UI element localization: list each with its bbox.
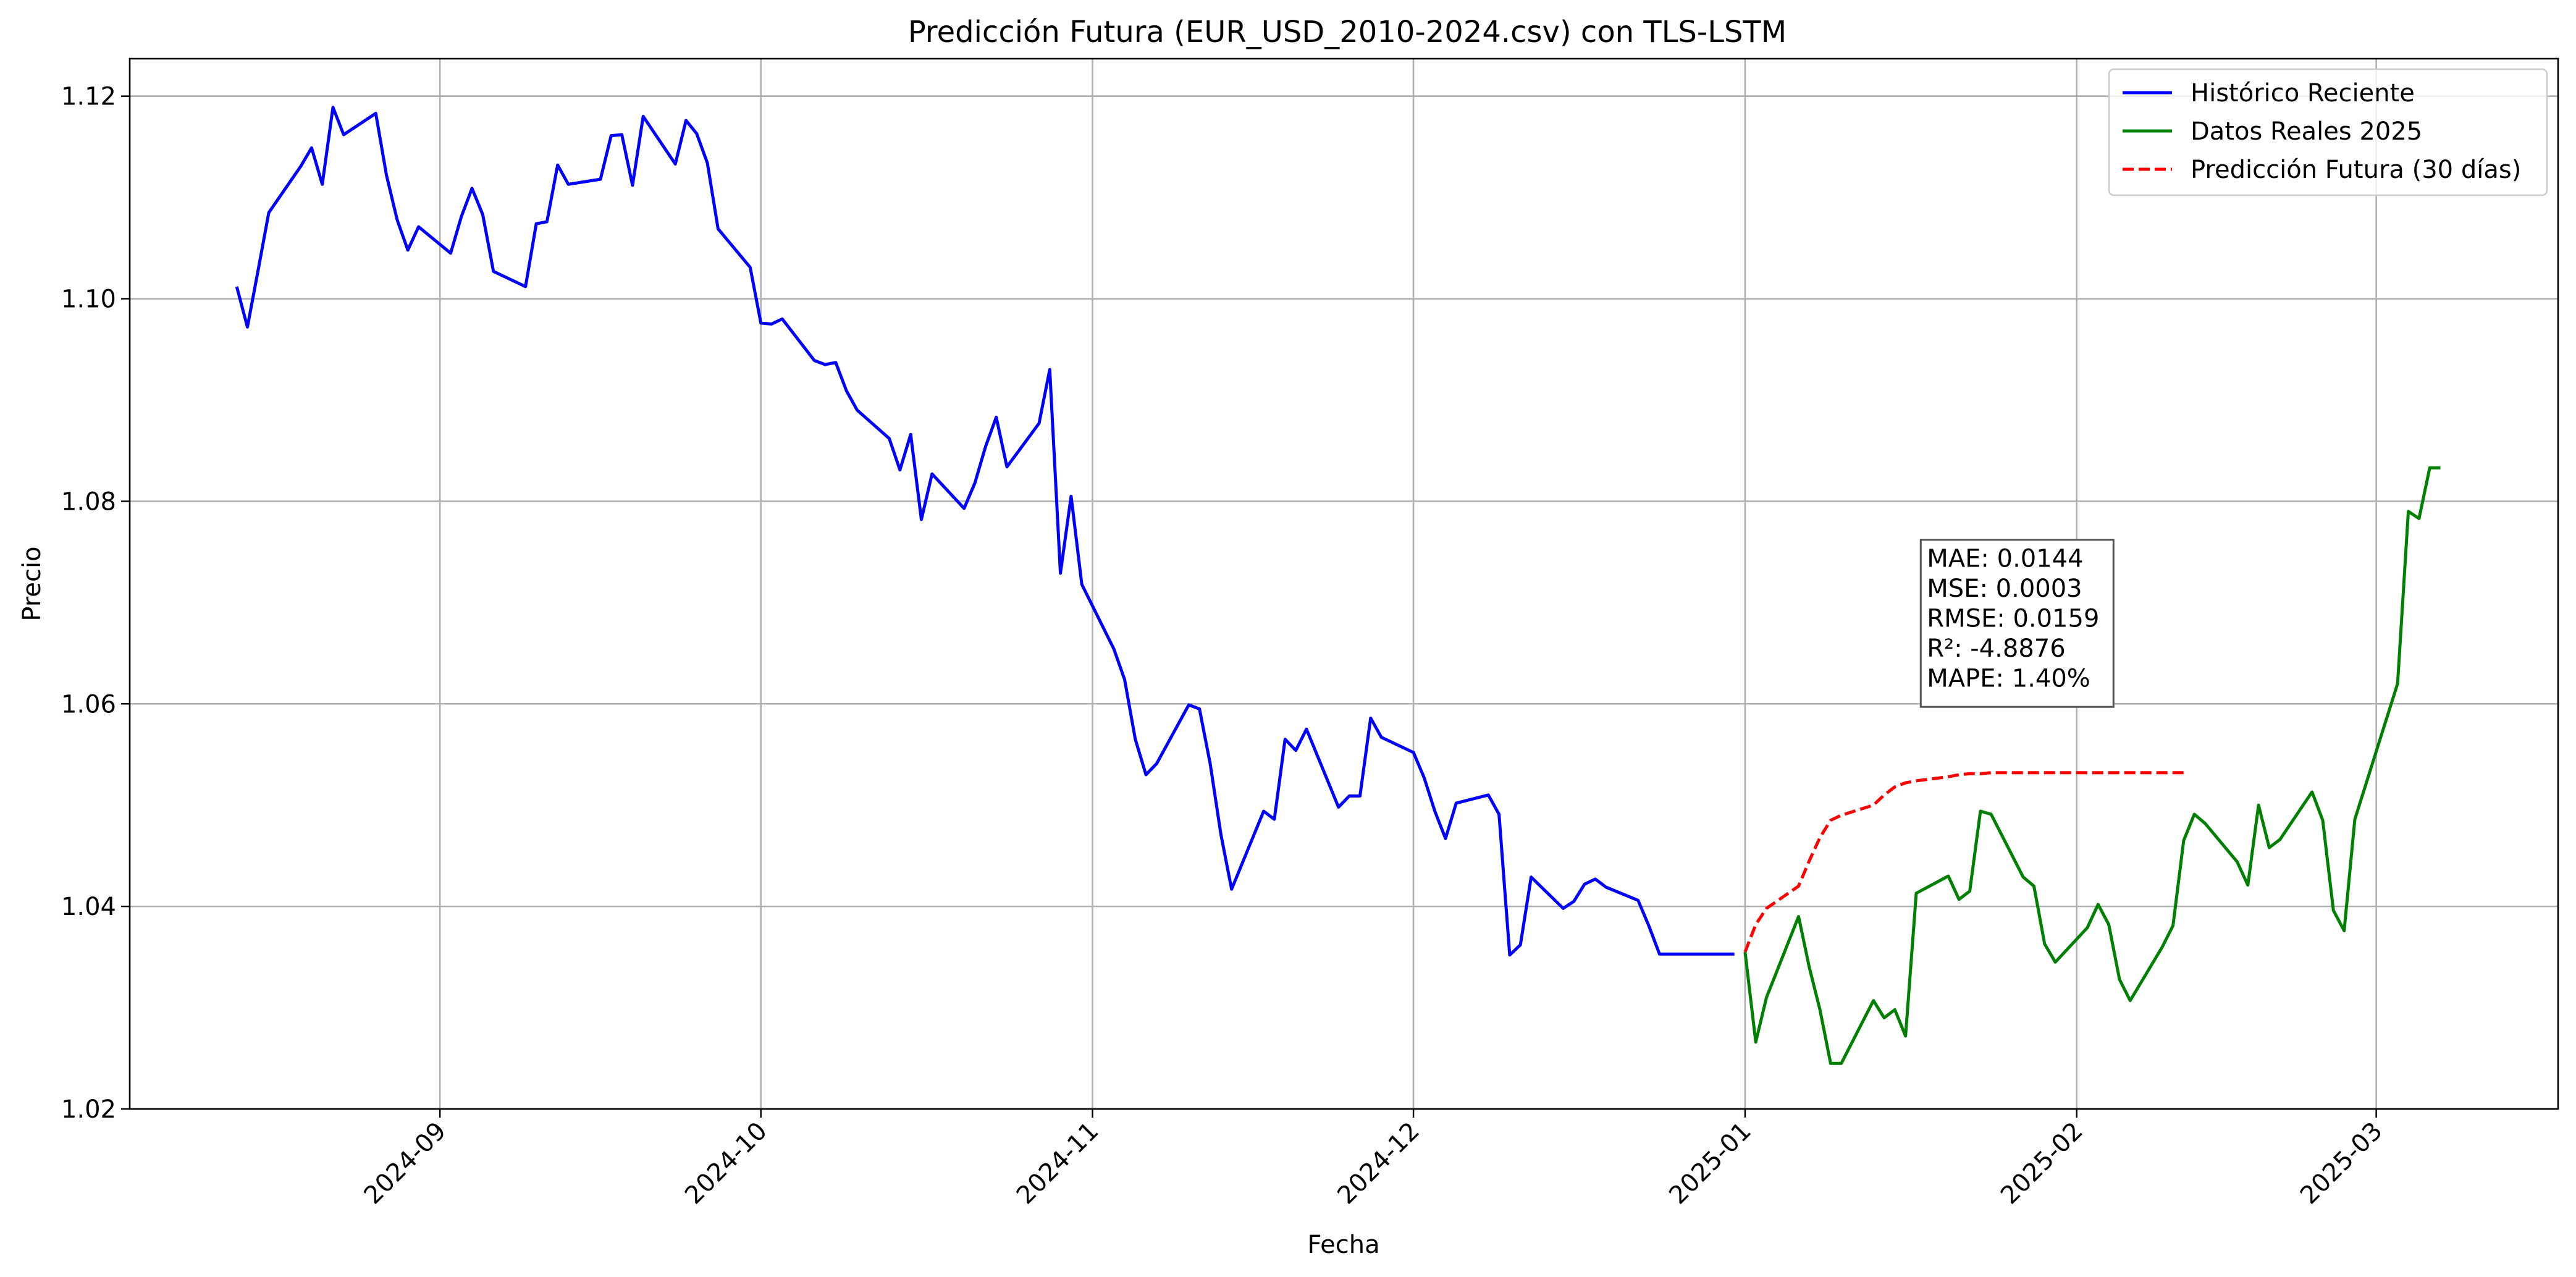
legend-label: Histórico Reciente xyxy=(2191,79,2415,107)
plot-area-frame xyxy=(128,57,2559,1110)
x-tick: 2024-11 xyxy=(1011,1109,1105,1210)
metric-line: MAE: 0.0144 xyxy=(1927,545,2083,573)
y-axis-label: Precio xyxy=(18,546,46,621)
grid-lines xyxy=(130,59,2558,1110)
y-tick-label: 1.10 xyxy=(61,285,116,314)
y-tick: 1.06 xyxy=(61,690,130,719)
chart-title: Predicción Futura (EUR_USD_2010-2024.csv… xyxy=(908,15,1787,49)
legend-label: Predicción Futura (30 días) xyxy=(2191,156,2521,184)
plot-series xyxy=(235,106,2441,1065)
y-tick: 1.12 xyxy=(61,83,130,111)
y-tick: 1.10 xyxy=(61,285,130,314)
x-tick-label: 2024-09 xyxy=(359,1117,452,1210)
x-tick-label: 2025-02 xyxy=(1995,1117,2089,1210)
x-axis-label: Fecha xyxy=(1307,1231,1379,1259)
x-tick-label: 2024-12 xyxy=(1332,1117,1425,1210)
legend-label: Datos Reales 2025 xyxy=(2191,117,2422,146)
metric-line: R²: -4.8876 xyxy=(1927,634,2065,663)
y-tick-label: 1.12 xyxy=(61,83,116,111)
metrics-box-frame xyxy=(1919,539,2115,708)
series-line-datos-reales-2025 xyxy=(1743,466,2441,1065)
series-line-prediccion-futura-30-dias xyxy=(1743,771,2184,953)
y-tick: 1.04 xyxy=(61,893,130,921)
x-tick: 2024-09 xyxy=(359,1109,452,1210)
x-tick-label: 2025-03 xyxy=(2295,1117,2388,1210)
x-tick: 2025-03 xyxy=(2295,1109,2388,1210)
legend-item-datos-reales-2025: Datos Reales 2025 xyxy=(2123,117,2422,146)
y-tick: 1.02 xyxy=(61,1095,130,1124)
x-tick: 2025-01 xyxy=(1664,1109,1757,1210)
x-tick-label: 2025-01 xyxy=(1664,1117,1757,1210)
legend-item-prediccion-futura-30-dias: Predicción Futura (30 días) xyxy=(2123,156,2521,184)
y-tick-label: 1.04 xyxy=(61,893,116,921)
legend: Histórico Reciente Datos Reales 2025 Predi… xyxy=(2108,68,2548,196)
y-tick-label: 1.06 xyxy=(61,690,116,719)
series-line-historico-reciente xyxy=(235,106,1735,957)
y-tick: 1.08 xyxy=(61,487,130,516)
x-tick-label: 2024-11 xyxy=(1011,1117,1105,1210)
x-tick: 2025-02 xyxy=(1995,1109,2089,1210)
metric-line: MAPE: 1.40% xyxy=(1927,665,2090,693)
x-tick: 2024-10 xyxy=(680,1109,773,1210)
y-tick-label: 1.02 xyxy=(61,1095,116,1124)
legend-item-historico-reciente: Histórico Reciente xyxy=(2123,79,2415,107)
y-axis-ticks: 1.02 1.04 1.06 1.08 1.10 1.12 xyxy=(61,83,130,1124)
x-tick-label: 2024-10 xyxy=(680,1117,773,1210)
metric-line: RMSE: 0.0159 xyxy=(1927,605,2099,633)
legend-frame xyxy=(2108,68,2548,196)
y-tick-label: 1.08 xyxy=(61,487,116,516)
x-tick: 2024-12 xyxy=(1332,1109,1425,1210)
x-axis-ticks: 2024-09 2024-10 2024-11 2024-12 2025-01 2025-… xyxy=(359,1109,2388,1210)
metric-line: MSE: 0.0003 xyxy=(1927,575,2082,603)
